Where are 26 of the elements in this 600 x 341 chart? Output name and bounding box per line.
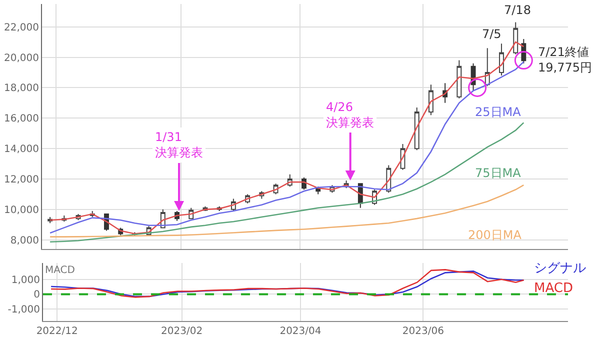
- annotation: 4/26 決算発表: [326, 100, 374, 130]
- x-tick-label: 2023/02: [161, 326, 203, 337]
- annotation: 7/21終値 19,775円: [538, 45, 592, 75]
- y-tick-label: 1,000: [11, 274, 40, 286]
- y-tick-label: 14,000: [4, 144, 39, 156]
- annotation: 1/31 決算発表: [155, 130, 203, 160]
- series-label: シグナル: [534, 261, 586, 276]
- series-label: 200日MA: [468, 228, 522, 242]
- chart-title: MACD: [45, 265, 76, 276]
- y-tick-label: 22,000: [4, 22, 39, 34]
- y-tick-label: 0: [34, 290, 40, 301]
- x-tick-label: 2022/12: [36, 326, 78, 337]
- x-tick-label: 2023/04: [280, 326, 322, 337]
- y-tick-label: 16,000: [4, 114, 39, 125]
- y-tick-label: 8,000: [10, 235, 39, 246]
- annotation: 7/18: [504, 3, 531, 17]
- series-label: MACD: [534, 281, 573, 296]
- y-tick-label: 12,000: [4, 174, 39, 186]
- y-tick-label: 10,000: [4, 204, 39, 216]
- y-tick-label: 20,000: [4, 52, 39, 64]
- series-label: 25日MA: [475, 105, 522, 119]
- annotation: 7/5: [482, 27, 502, 41]
- x-tick-label: 2023/06: [402, 326, 444, 337]
- y-tick-label: 18,000: [4, 83, 39, 94]
- series-label: 75日MA: [475, 166, 522, 180]
- y-tick-label: -1,000: [8, 304, 40, 316]
